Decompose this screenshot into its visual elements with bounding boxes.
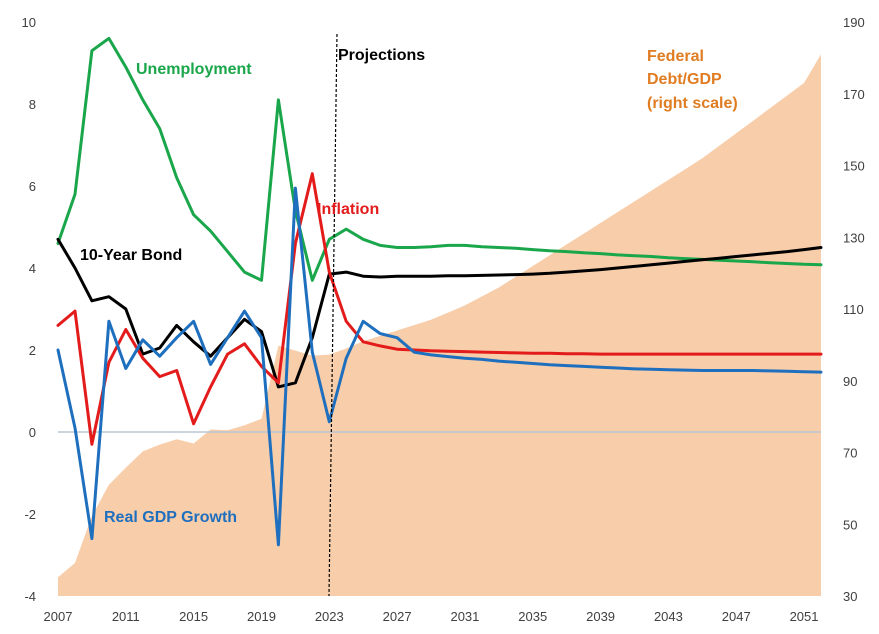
y2-tick-label: 50 (843, 517, 857, 532)
x-tick-label: 2027 (383, 609, 412, 624)
x-tick-label: 2031 (450, 609, 479, 624)
y-tick-label: -4 (24, 589, 36, 604)
series-line-inflation (56, 172, 823, 446)
projections-label: Projections (338, 47, 425, 64)
y2-tick-label: 150 (843, 159, 865, 174)
y-tick-label: 0 (29, 425, 36, 440)
projections-divider (328, 33, 338, 597)
series-label-real-gdp-growth: Real GDP Growth (104, 509, 237, 526)
y2-tick-label: 90 (843, 374, 857, 389)
y2-tick-label: 130 (843, 230, 865, 245)
series-area-debt-gdp (58, 54, 821, 597)
y-tick-label: 10 (22, 15, 36, 30)
x-tick-label: 2011 (112, 609, 140, 624)
x-tick-label: 2043 (654, 609, 683, 624)
series-label-unemployment: Unemployment (136, 61, 252, 78)
y2-tick-label: 30 (843, 589, 857, 604)
y2-tick-label: 170 (843, 87, 865, 102)
x-tick-label: 2007 (44, 609, 73, 624)
y2-tick-label: 190 (843, 15, 865, 30)
series-label-debt-gdp-line1: Federal (647, 48, 704, 65)
x-tick-label: 2035 (518, 609, 547, 624)
series-label-debt-gdp-line3: (right scale) (647, 95, 738, 112)
y2-tick-label: 70 (843, 446, 857, 461)
y-tick-label: 4 (29, 261, 36, 276)
y-tick-label: 6 (29, 179, 36, 194)
series-label-debt-gdp-line2: Debt/GDP (647, 71, 722, 88)
x-tick-label: 2015 (179, 609, 208, 624)
series-line-unemployment (56, 36, 823, 282)
series-line-real-gdp-growth (56, 186, 823, 547)
series-label-10-year-bond: 10-Year Bond (80, 247, 182, 264)
series-line-10-year-bond (56, 237, 823, 389)
y2-tick-label: 110 (843, 302, 864, 317)
x-tick-label: 2023 (315, 609, 344, 624)
y-tick-label: 8 (29, 97, 36, 112)
x-tick-label: 2019 (247, 609, 276, 624)
x-tick-label: 2047 (722, 609, 751, 624)
x-tick-label: 2039 (586, 609, 615, 624)
y-tick-label: -2 (24, 507, 36, 522)
series-label-inflation: Inflation (317, 201, 379, 218)
x-tick-label: 2051 (790, 609, 819, 624)
y-tick-label: 2 (29, 343, 36, 358)
